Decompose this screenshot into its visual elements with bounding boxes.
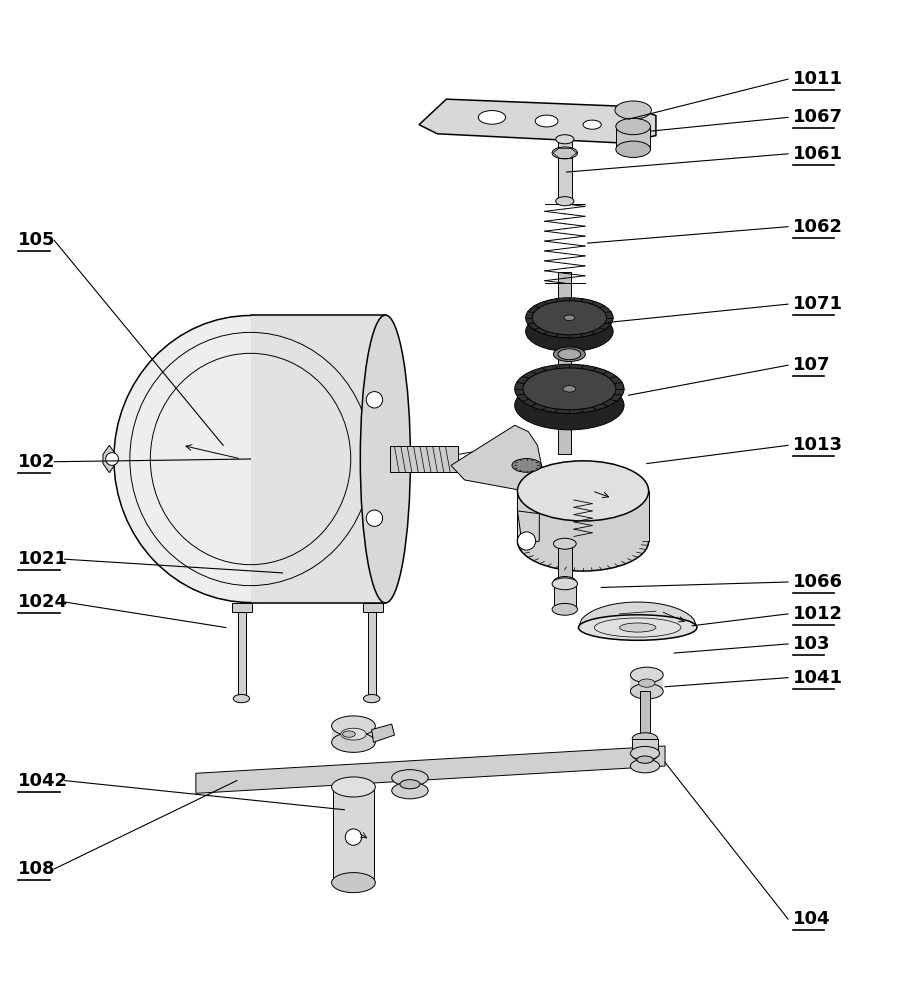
Ellipse shape — [478, 111, 506, 124]
Polygon shape — [103, 445, 116, 473]
Ellipse shape — [616, 141, 650, 157]
Text: 1013: 1013 — [793, 436, 843, 454]
Ellipse shape — [583, 120, 601, 129]
Bar — [332, 726, 375, 742]
Bar — [232, 603, 252, 612]
Ellipse shape — [517, 461, 649, 521]
Ellipse shape — [233, 694, 250, 703]
Bar — [640, 691, 650, 739]
Circle shape — [517, 532, 536, 550]
Ellipse shape — [392, 782, 428, 799]
Bar — [517, 491, 649, 541]
Bar — [616, 126, 650, 149]
Ellipse shape — [563, 386, 576, 392]
Ellipse shape — [552, 603, 578, 615]
Ellipse shape — [558, 349, 581, 360]
Ellipse shape — [630, 759, 660, 773]
Text: 103: 103 — [793, 635, 830, 653]
Ellipse shape — [639, 679, 655, 687]
Ellipse shape — [564, 315, 575, 321]
Ellipse shape — [361, 315, 411, 603]
Ellipse shape — [616, 118, 650, 135]
Circle shape — [345, 829, 362, 845]
Ellipse shape — [615, 101, 651, 119]
Text: 1021: 1021 — [18, 550, 68, 568]
Polygon shape — [196, 746, 665, 793]
Text: 1066: 1066 — [793, 573, 843, 591]
Ellipse shape — [341, 728, 366, 740]
Polygon shape — [372, 724, 394, 742]
Ellipse shape — [578, 615, 697, 640]
Ellipse shape — [523, 368, 616, 410]
Ellipse shape — [554, 347, 586, 362]
Text: 105: 105 — [18, 231, 56, 249]
Bar — [558, 139, 572, 201]
Ellipse shape — [526, 298, 613, 338]
Ellipse shape — [552, 578, 578, 590]
Ellipse shape — [114, 316, 387, 602]
Ellipse shape — [532, 301, 607, 335]
Bar — [554, 584, 576, 609]
Ellipse shape — [552, 147, 578, 159]
Ellipse shape — [630, 746, 660, 760]
Ellipse shape — [556, 197, 574, 206]
Bar — [630, 675, 663, 691]
Circle shape — [366, 510, 383, 526]
Bar — [390, 446, 458, 472]
Polygon shape — [517, 511, 539, 544]
Bar — [558, 272, 571, 454]
Ellipse shape — [632, 749, 658, 761]
Ellipse shape — [630, 667, 663, 683]
Ellipse shape — [632, 733, 658, 745]
Bar — [632, 739, 658, 755]
Text: 1061: 1061 — [793, 145, 843, 163]
Ellipse shape — [332, 732, 375, 752]
Ellipse shape — [637, 756, 653, 763]
Text: 1071: 1071 — [793, 295, 843, 313]
Text: 108: 108 — [18, 860, 56, 878]
Ellipse shape — [332, 716, 375, 736]
Text: 1024: 1024 — [18, 593, 68, 611]
Ellipse shape — [332, 873, 375, 893]
Text: 1067: 1067 — [793, 108, 843, 126]
Bar — [558, 541, 572, 585]
Text: 1011: 1011 — [793, 70, 843, 88]
Text: 1042: 1042 — [18, 772, 68, 790]
Ellipse shape — [512, 459, 541, 472]
Ellipse shape — [515, 364, 624, 413]
Text: 102: 102 — [18, 453, 56, 471]
Ellipse shape — [554, 577, 577, 587]
Bar — [238, 612, 246, 699]
Ellipse shape — [515, 381, 624, 430]
Bar — [368, 612, 376, 699]
Ellipse shape — [536, 115, 558, 127]
Circle shape — [366, 392, 383, 408]
Ellipse shape — [554, 538, 577, 549]
Ellipse shape — [332, 777, 375, 797]
Ellipse shape — [517, 511, 649, 571]
Polygon shape — [419, 99, 656, 143]
Ellipse shape — [392, 770, 428, 786]
Ellipse shape — [619, 623, 656, 632]
Ellipse shape — [526, 311, 613, 352]
Ellipse shape — [363, 694, 380, 703]
Ellipse shape — [630, 684, 663, 699]
Ellipse shape — [556, 135, 574, 144]
Bar — [333, 787, 374, 883]
Text: 104: 104 — [793, 910, 830, 928]
Ellipse shape — [343, 731, 355, 737]
Circle shape — [106, 453, 118, 465]
Ellipse shape — [400, 780, 420, 789]
Text: 107: 107 — [793, 356, 830, 374]
Polygon shape — [251, 315, 385, 603]
Text: 1012: 1012 — [793, 605, 843, 623]
Text: 1041: 1041 — [793, 669, 843, 687]
Text: 1062: 1062 — [793, 218, 843, 236]
Polygon shape — [451, 425, 542, 491]
Bar — [363, 603, 383, 612]
